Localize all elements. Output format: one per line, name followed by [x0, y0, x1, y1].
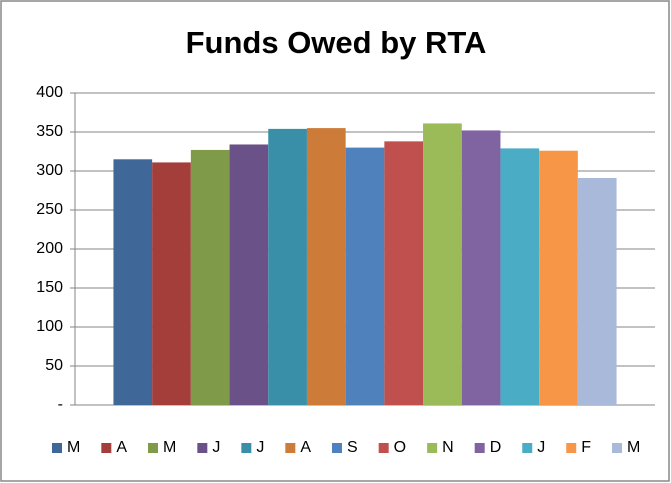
legend-label: M	[163, 439, 176, 456]
bar	[384, 141, 424, 406]
legend-label: F	[581, 439, 591, 456]
y-tick-label: 350	[36, 123, 63, 140]
y-tick-label: 400	[36, 84, 63, 101]
legend-swatch	[101, 443, 112, 453]
bar	[577, 178, 617, 405]
legend-label: M	[627, 439, 640, 456]
bar	[113, 159, 153, 405]
legend-label: J	[212, 439, 220, 456]
legend-swatch	[378, 443, 389, 453]
legend-swatch	[474, 443, 485, 453]
legend-swatch	[332, 443, 342, 453]
bar	[423, 123, 462, 406]
legend-label: M	[67, 439, 80, 456]
bar	[268, 128, 307, 405]
legend-label: D	[490, 439, 502, 456]
bar	[306, 128, 346, 405]
y-tick-label: 300	[36, 162, 63, 179]
legend-swatch	[427, 443, 438, 453]
y-tick-label: 250	[36, 201, 63, 218]
y-tick-label: 100	[36, 318, 63, 335]
y-tick-label: 50	[45, 357, 63, 374]
y-tick-label: 200	[36, 240, 63, 257]
legend-swatch	[52, 443, 62, 453]
legend-label: J	[256, 439, 264, 456]
legend-label: O	[394, 439, 406, 456]
bar	[345, 147, 385, 405]
bar	[229, 144, 269, 406]
legend-swatch	[612, 443, 623, 453]
legend-swatch	[197, 443, 208, 453]
legend-swatch	[566, 443, 577, 453]
y-tick-label: -	[58, 396, 63, 413]
bar	[190, 149, 230, 405]
chart-title: Funds Owed by RTA	[186, 25, 487, 60]
legend-label: N	[442, 439, 454, 456]
legend-swatch	[241, 443, 252, 453]
bar	[152, 162, 191, 405]
y-tick-label: 150	[36, 279, 63, 296]
legend-label: A	[116, 439, 127, 456]
legend-label: S	[347, 439, 358, 456]
legend-swatch	[148, 443, 158, 453]
bar	[500, 148, 540, 405]
legend-label: J	[537, 439, 545, 456]
bar	[461, 130, 501, 405]
legend-swatch	[522, 443, 533, 453]
bar	[539, 150, 578, 405]
legend-label: A	[300, 439, 311, 456]
legend-swatch	[285, 443, 296, 453]
